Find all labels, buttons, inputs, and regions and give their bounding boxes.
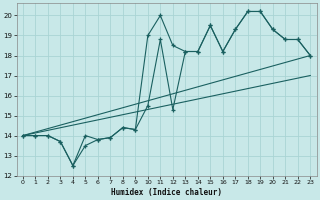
X-axis label: Humidex (Indice chaleur): Humidex (Indice chaleur) <box>111 188 222 197</box>
